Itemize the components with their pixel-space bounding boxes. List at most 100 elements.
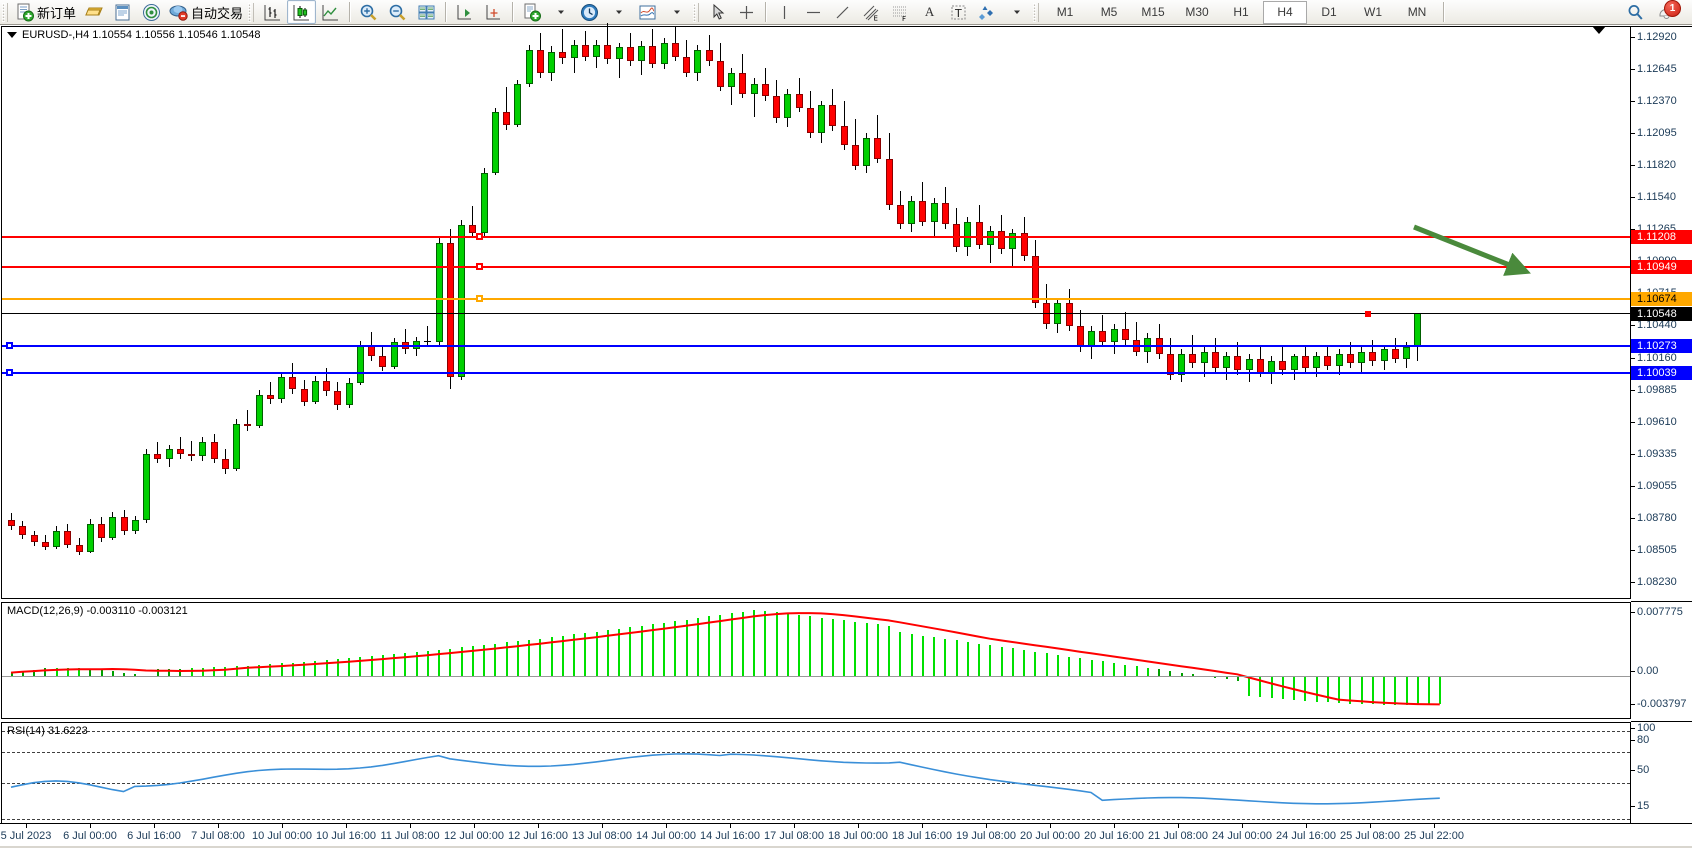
chart-symbol-header[interactable]: EURUSD-,H4 1.10554 1.10556 1.10546 1.105… — [7, 29, 261, 41]
bar-chart-button[interactable] — [258, 0, 287, 24]
macd-histogram-bar — [640, 625, 643, 676]
time-tick — [218, 824, 219, 828]
new-order-button[interactable]: 新订单 — [12, 0, 79, 24]
candle — [818, 27, 825, 598]
candle — [1324, 27, 1332, 598]
timeframe-mn[interactable]: MN — [1407, 5, 1427, 19]
time-axis[interactable]: 5 Jul 2023 6 Jul 00:00 6 Jul 16:00 7 Jul 08… — [0, 823, 1692, 848]
candlestick-chart-icon — [293, 4, 310, 20]
timeframe-h4[interactable]: H4 — [1263, 0, 1308, 24]
candle — [581, 27, 589, 598]
macd-pane[interactable]: MACD(12,26,9) -0.003110 -0.003121 — [1, 602, 1631, 719]
candle — [233, 27, 240, 598]
text-button[interactable]: A — [915, 0, 944, 24]
price-label-1-10273[interactable]: 1.10273 — [1631, 338, 1692, 353]
pivot-line[interactable] — [2, 297, 1630, 300]
support-line-2[interactable] — [2, 371, 1630, 374]
price-label-1-10674[interactable]: 1.10674 — [1631, 291, 1692, 306]
toolbar-grip-1[interactable] — [2, 2, 9, 22]
auto-scroll-button[interactable] — [450, 0, 479, 24]
line-chart-button[interactable] — [316, 0, 345, 24]
candle — [1020, 27, 1028, 598]
indicators-button[interactable] — [517, 0, 546, 24]
crosshair-button[interactable] — [732, 0, 761, 24]
scale-divider-rsi — [1631, 721, 1692, 722]
shapes-button[interactable] — [973, 0, 1002, 24]
rsi-pane[interactable]: RSI(14) 31.6223 — [1, 722, 1631, 843]
macd-histogram-bar — [1416, 676, 1419, 705]
time-label: 13 Jul 08:00 — [572, 830, 632, 842]
macd-histogram-bar — [66, 667, 69, 676]
macd-histogram-bar — [280, 663, 283, 676]
price-label-1-11208[interactable]: 1.11208 — [1631, 229, 1692, 244]
macd-histogram-bar — [10, 672, 13, 676]
notifications-button[interactable]: 1 — [1650, 0, 1682, 24]
tile-windows-button[interactable] — [412, 0, 441, 24]
toolbar-grip-2[interactable] — [248, 2, 256, 22]
macd-histogram-bar — [1405, 676, 1408, 705]
chevron-down-icon — [557, 10, 564, 14]
macd-histogram-bar — [156, 669, 159, 676]
chart-collapse-icon[interactable] — [1592, 26, 1606, 34]
horizontal-line-button[interactable] — [799, 0, 828, 24]
current-price-line[interactable] — [2, 312, 1630, 314]
price-scale[interactable]: 1.12920 1.12645 1.12370 1.12095 1.11820 1.115… — [1631, 25, 1692, 848]
templates-dropdown[interactable] — [662, 0, 691, 24]
text-label-button[interactable]: T — [944, 0, 973, 24]
pivot-line-handle[interactable] — [476, 294, 483, 302]
chart-shift-button[interactable] — [479, 0, 508, 24]
price-label-1-10949[interactable]: 1.10949 — [1631, 260, 1692, 275]
candle — [739, 27, 747, 598]
support-line-2-handle[interactable] — [6, 368, 13, 376]
price-label-1-10039[interactable]: 1.10039 — [1631, 365, 1692, 380]
market-watch-button[interactable] — [108, 0, 137, 24]
zoom-out-button[interactable] — [383, 0, 412, 24]
periods-button[interactable] — [575, 0, 604, 24]
resistance-line-2-handle[interactable] — [476, 263, 483, 271]
resistance-line-2[interactable] — [2, 266, 1630, 269]
price-pane[interactable]: EURUSD-,H4 1.10554 1.10556 1.10546 1.105… — [1, 22, 1631, 599]
symbol-dropdown-icon[interactable] — [7, 32, 17, 39]
resistance-line-1[interactable] — [2, 235, 1630, 238]
candle — [919, 27, 927, 598]
data-window-button[interactable] — [137, 0, 166, 24]
search-button[interactable] — [1621, 0, 1650, 24]
fibonacci-button[interactable]: F — [886, 0, 915, 24]
toolbar-grip-3[interactable] — [693, 2, 701, 22]
autotrading-icon — [169, 5, 188, 21]
timeframe-h1[interactable]: H1 — [1233, 5, 1249, 19]
timeframe-m5[interactable]: M5 — [1100, 5, 1118, 19]
macd-histogram-bar — [595, 631, 598, 676]
candle — [896, 27, 904, 598]
zoom-in-button[interactable] — [354, 0, 383, 24]
time-tick — [1370, 824, 1371, 828]
candlestick-chart-button[interactable] — [287, 0, 317, 24]
downtrend-arrow[interactable] — [1412, 222, 1552, 292]
support-line-1[interactable] — [2, 344, 1630, 347]
time-label: 17 Jul 08:00 — [764, 830, 824, 842]
macd-histogram-bar — [966, 641, 969, 676]
autotrading-button[interactable]: 自动交易 — [166, 0, 246, 24]
indicators-dropdown[interactable] — [546, 0, 575, 24]
timeframe-m30[interactable]: M30 — [1185, 5, 1209, 19]
support-line-1-handle[interactable] — [6, 341, 13, 349]
templates-button[interactable] — [633, 0, 662, 24]
time-tick — [602, 824, 603, 828]
profiles-button[interactable] — [79, 0, 108, 24]
periods-dropdown[interactable] — [604, 0, 633, 24]
timeframe-d1[interactable]: D1 — [1321, 5, 1337, 19]
chart-workspace[interactable]: EURUSD-,H4 1.10554 1.10556 1.10546 1.105… — [0, 22, 1692, 848]
trendline-button[interactable] — [828, 0, 857, 24]
toolbar-grip-4[interactable] — [1033, 2, 1041, 22]
resistance-line-1-handle[interactable] — [476, 232, 483, 240]
vertical-line-button[interactable] — [770, 0, 799, 24]
equidistant-channel-button[interactable]: E — [857, 0, 886, 24]
macd-histogram-bar — [1248, 676, 1250, 696]
cursor-button[interactable] — [703, 0, 732, 24]
timeframe-m15[interactable]: M15 — [1141, 5, 1165, 19]
macd-histogram-bar — [89, 668, 92, 676]
timeframe-m1[interactable]: M1 — [1056, 5, 1074, 19]
shapes-dropdown[interactable] — [1002, 0, 1031, 24]
timeframe-w1[interactable]: W1 — [1364, 5, 1383, 19]
price-label-1-10548[interactable]: 1.10548 — [1631, 306, 1692, 321]
